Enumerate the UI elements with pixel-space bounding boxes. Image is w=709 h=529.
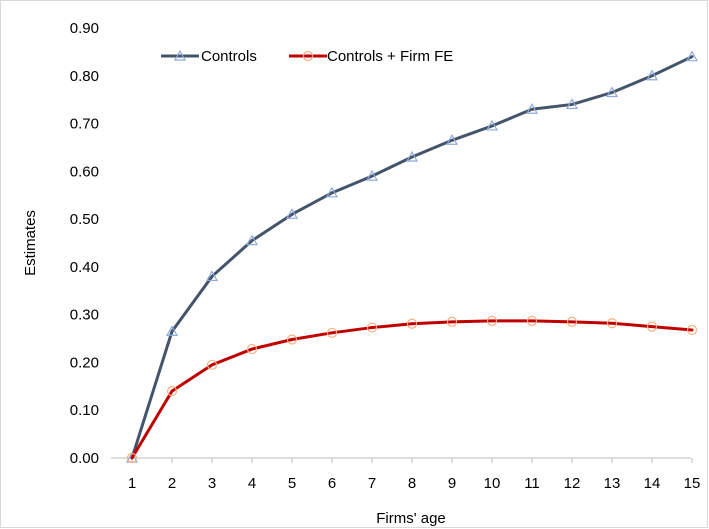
legend-label: Controls <box>201 48 257 65</box>
data-point-triangle <box>405 150 419 162</box>
data-point-circle <box>126 452 138 464</box>
legend-item-controls: Controls <box>161 48 257 65</box>
x-tick-label: 13 <box>604 475 621 492</box>
x-tick-label: 2 <box>168 475 176 492</box>
y-axis-title: Estimates <box>22 210 39 276</box>
x-axis-title: Firms' age <box>376 510 446 527</box>
data-point-circle <box>326 327 338 338</box>
data-point-circle <box>566 316 578 327</box>
data-point-circle <box>246 343 258 355</box>
data-point-triangle <box>165 325 179 336</box>
x-axis: 1 2 3 4 5 6 7 8 9 10 11 12 13 14 15 <box>111 457 701 492</box>
y-tick-label: 0.80 <box>70 68 99 85</box>
legend-label: Controls + Firm FE <box>327 48 453 65</box>
y-tick-label: 0.20 <box>70 354 99 371</box>
data-point-triangle <box>605 86 619 98</box>
data-point-circle <box>526 315 538 326</box>
data-point-triangle <box>685 50 699 62</box>
x-tick-label: 15 <box>684 475 701 492</box>
data-point-circle <box>486 315 498 326</box>
series-line <box>130 319 694 460</box>
data-point-triangle <box>645 69 659 81</box>
x-tick-label: 12 <box>564 475 581 492</box>
y-tick-label: 0.60 <box>70 163 99 180</box>
data-point-circle <box>366 322 378 333</box>
data-point-circle <box>606 318 618 329</box>
x-tick-label: 10 <box>484 475 501 492</box>
data-point-triangle <box>485 119 499 131</box>
data-point-triangle <box>285 208 299 219</box>
legend-item-controls-firm-fe: Controls + Firm FE <box>289 48 453 65</box>
y-tick-label: 0.00 <box>70 450 99 467</box>
series-controls <box>125 50 699 463</box>
data-point-circle <box>206 359 218 370</box>
series-line <box>130 55 694 460</box>
legend-marker-triangle <box>173 49 187 61</box>
y-tick-label: 0.70 <box>70 116 99 133</box>
data-point-circle <box>166 386 178 397</box>
data-point-triangle <box>525 102 539 114</box>
data-point-circle <box>406 318 418 329</box>
y-tick-label: 0.50 <box>70 211 99 228</box>
data-point-triangle <box>325 186 339 198</box>
x-tick-label: 9 <box>448 475 456 492</box>
y-tick-label: 0.10 <box>70 402 99 419</box>
data-point-triangle <box>445 134 459 145</box>
y-tick-label: 0.90 <box>70 20 99 37</box>
data-point-triangle <box>365 169 379 181</box>
data-point-circle <box>686 324 698 336</box>
data-point-circle <box>286 334 298 345</box>
y-axis: 0.00 0.10 0.20 0.30 0.40 0.50 0.60 0.70 0.80 0.90 <box>70 20 99 467</box>
data-point-circle <box>646 321 658 332</box>
data-point-circle <box>446 316 458 327</box>
x-tick-label: 14 <box>644 475 661 492</box>
y-tick-label: 0.40 <box>70 259 99 276</box>
x-tick-label: 6 <box>328 475 336 492</box>
series-controls-firm-fe <box>126 315 698 464</box>
x-tick-label: 11 <box>524 475 540 492</box>
x-tick-label: 1 <box>128 475 136 492</box>
x-tick-label: 7 <box>368 475 376 492</box>
legend-marker-circle <box>302 50 314 62</box>
x-tick-label: 4 <box>248 475 256 492</box>
data-point-triangle <box>245 234 259 246</box>
series-layer <box>125 50 699 464</box>
x-tick-label: 8 <box>408 475 416 492</box>
x-tick-label: 5 <box>288 475 296 492</box>
data-point-triangle <box>565 98 579 110</box>
data-point-triangle <box>205 270 219 282</box>
y-tick-label: 0.30 <box>70 307 99 324</box>
x-tick-label: 3 <box>208 475 216 492</box>
legend: Controls Controls + Firm FE <box>161 48 453 65</box>
